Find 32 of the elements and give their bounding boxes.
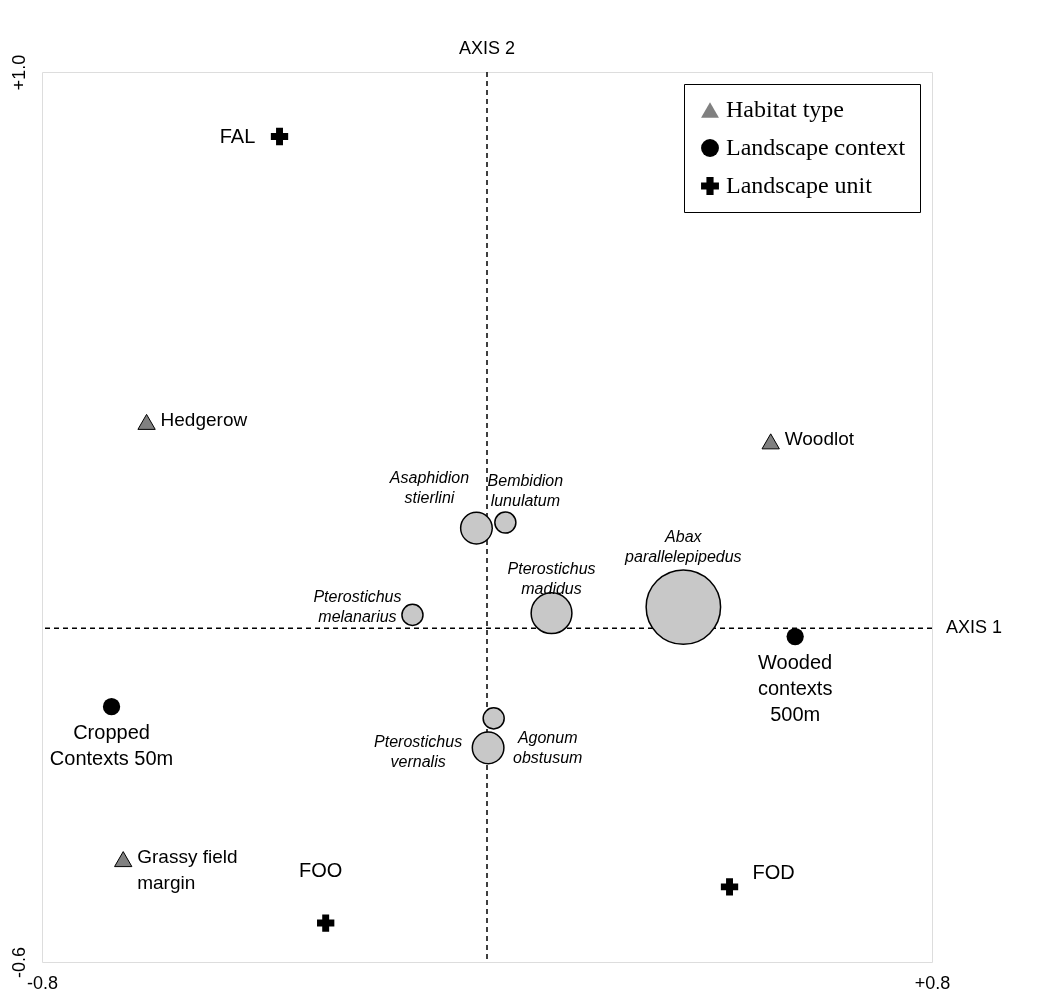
data-label: Abax parallelepipedus (624, 528, 742, 566)
data-label: Agonum obstusum (512, 729, 583, 767)
data-label: Cropped Contexts 50m (49, 720, 174, 769)
data-label: Wooded contexts 500m (757, 650, 833, 725)
point (114, 851, 133, 868)
data-label: Grassy field margin (137, 846, 238, 894)
data-label: FOD (752, 860, 795, 883)
data-label: Pterostichus madidus (507, 560, 596, 598)
point (761, 433, 780, 450)
point (102, 698, 121, 716)
legend-label: Habitat type (726, 96, 844, 122)
legend-label: Landscape unit (726, 172, 873, 198)
legend-label: Landscape context (726, 134, 906, 160)
data-label: Bembidion lunulatum (487, 471, 564, 509)
data-label: Pterostichus vernalis (374, 732, 463, 770)
data-label: FOO (299, 859, 343, 882)
point (137, 413, 156, 430)
point (270, 127, 289, 146)
data-label: Asaphidion stierlini (388, 469, 470, 507)
point (786, 627, 804, 646)
y-tick-label: +1.0 (8, 54, 29, 91)
data-label: Hedgerow (160, 408, 248, 430)
data-label: Woodlot (784, 428, 855, 450)
y-tick-label: -0.6 (8, 946, 29, 979)
x-tick-label: -0.8 (26, 972, 59, 992)
ref-line-label: AXIS 2 (458, 38, 516, 58)
x-tick-label: +0.8 (914, 972, 951, 992)
point (720, 878, 739, 896)
point (317, 914, 335, 932)
data-label: FAL (219, 124, 256, 147)
data-label: Pterostichus melanarius (313, 587, 402, 625)
ref-line-label: AXIS 1 (946, 617, 1003, 638)
